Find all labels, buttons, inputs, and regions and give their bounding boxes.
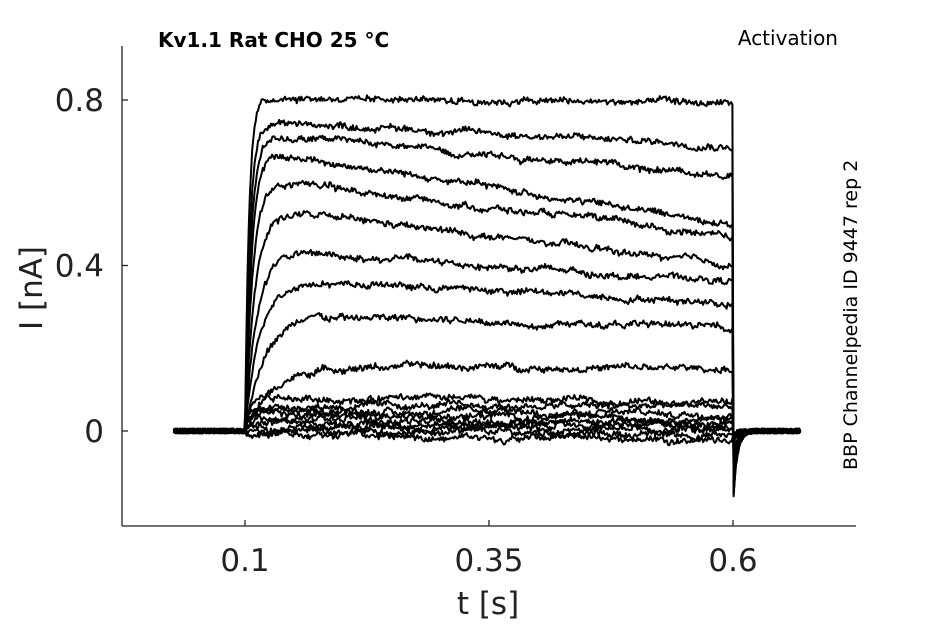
- chart-subtitle: Activation: [738, 26, 838, 50]
- current-trace: [173, 408, 802, 442]
- current-trace: [172, 118, 801, 495]
- current-trace: [173, 404, 801, 445]
- current-trace: [173, 392, 801, 448]
- current-trace: [172, 94, 802, 498]
- y-axis-label: I [nA]: [14, 246, 50, 330]
- current-trace: [172, 249, 801, 475]
- current-trace: [172, 312, 802, 461]
- current-traces: [172, 94, 802, 498]
- x-tick-label: 0.1: [220, 543, 269, 579]
- current-trace: [173, 413, 802, 439]
- y-axis-ticks: 0 0.4 0.8: [55, 83, 128, 450]
- chart-title: Kv1.1 Rat CHO 25 °C: [158, 28, 389, 52]
- x-tick-label: 0.6: [708, 543, 757, 579]
- y-tick-label: 0: [84, 414, 104, 450]
- x-tick-label: 0.35: [454, 543, 523, 579]
- x-axis-label: t [s]: [457, 586, 519, 622]
- current-trace: [173, 179, 801, 486]
- source-note: BBP Channelpedia ID 9447 rep 2: [840, 160, 862, 470]
- current-trace: [173, 359, 802, 452]
- current-trace: [172, 416, 802, 440]
- current-trace: [172, 210, 801, 477]
- y-tick-label: 0.4: [55, 249, 104, 285]
- current-trace: [173, 398, 802, 444]
- y-tick-label: 0.8: [55, 83, 104, 119]
- current-trace: [173, 153, 802, 490]
- current-trace: [172, 280, 801, 467]
- current-trace: [173, 134, 801, 495]
- x-axis-ticks: 0.1 0.35 0.6: [220, 520, 758, 579]
